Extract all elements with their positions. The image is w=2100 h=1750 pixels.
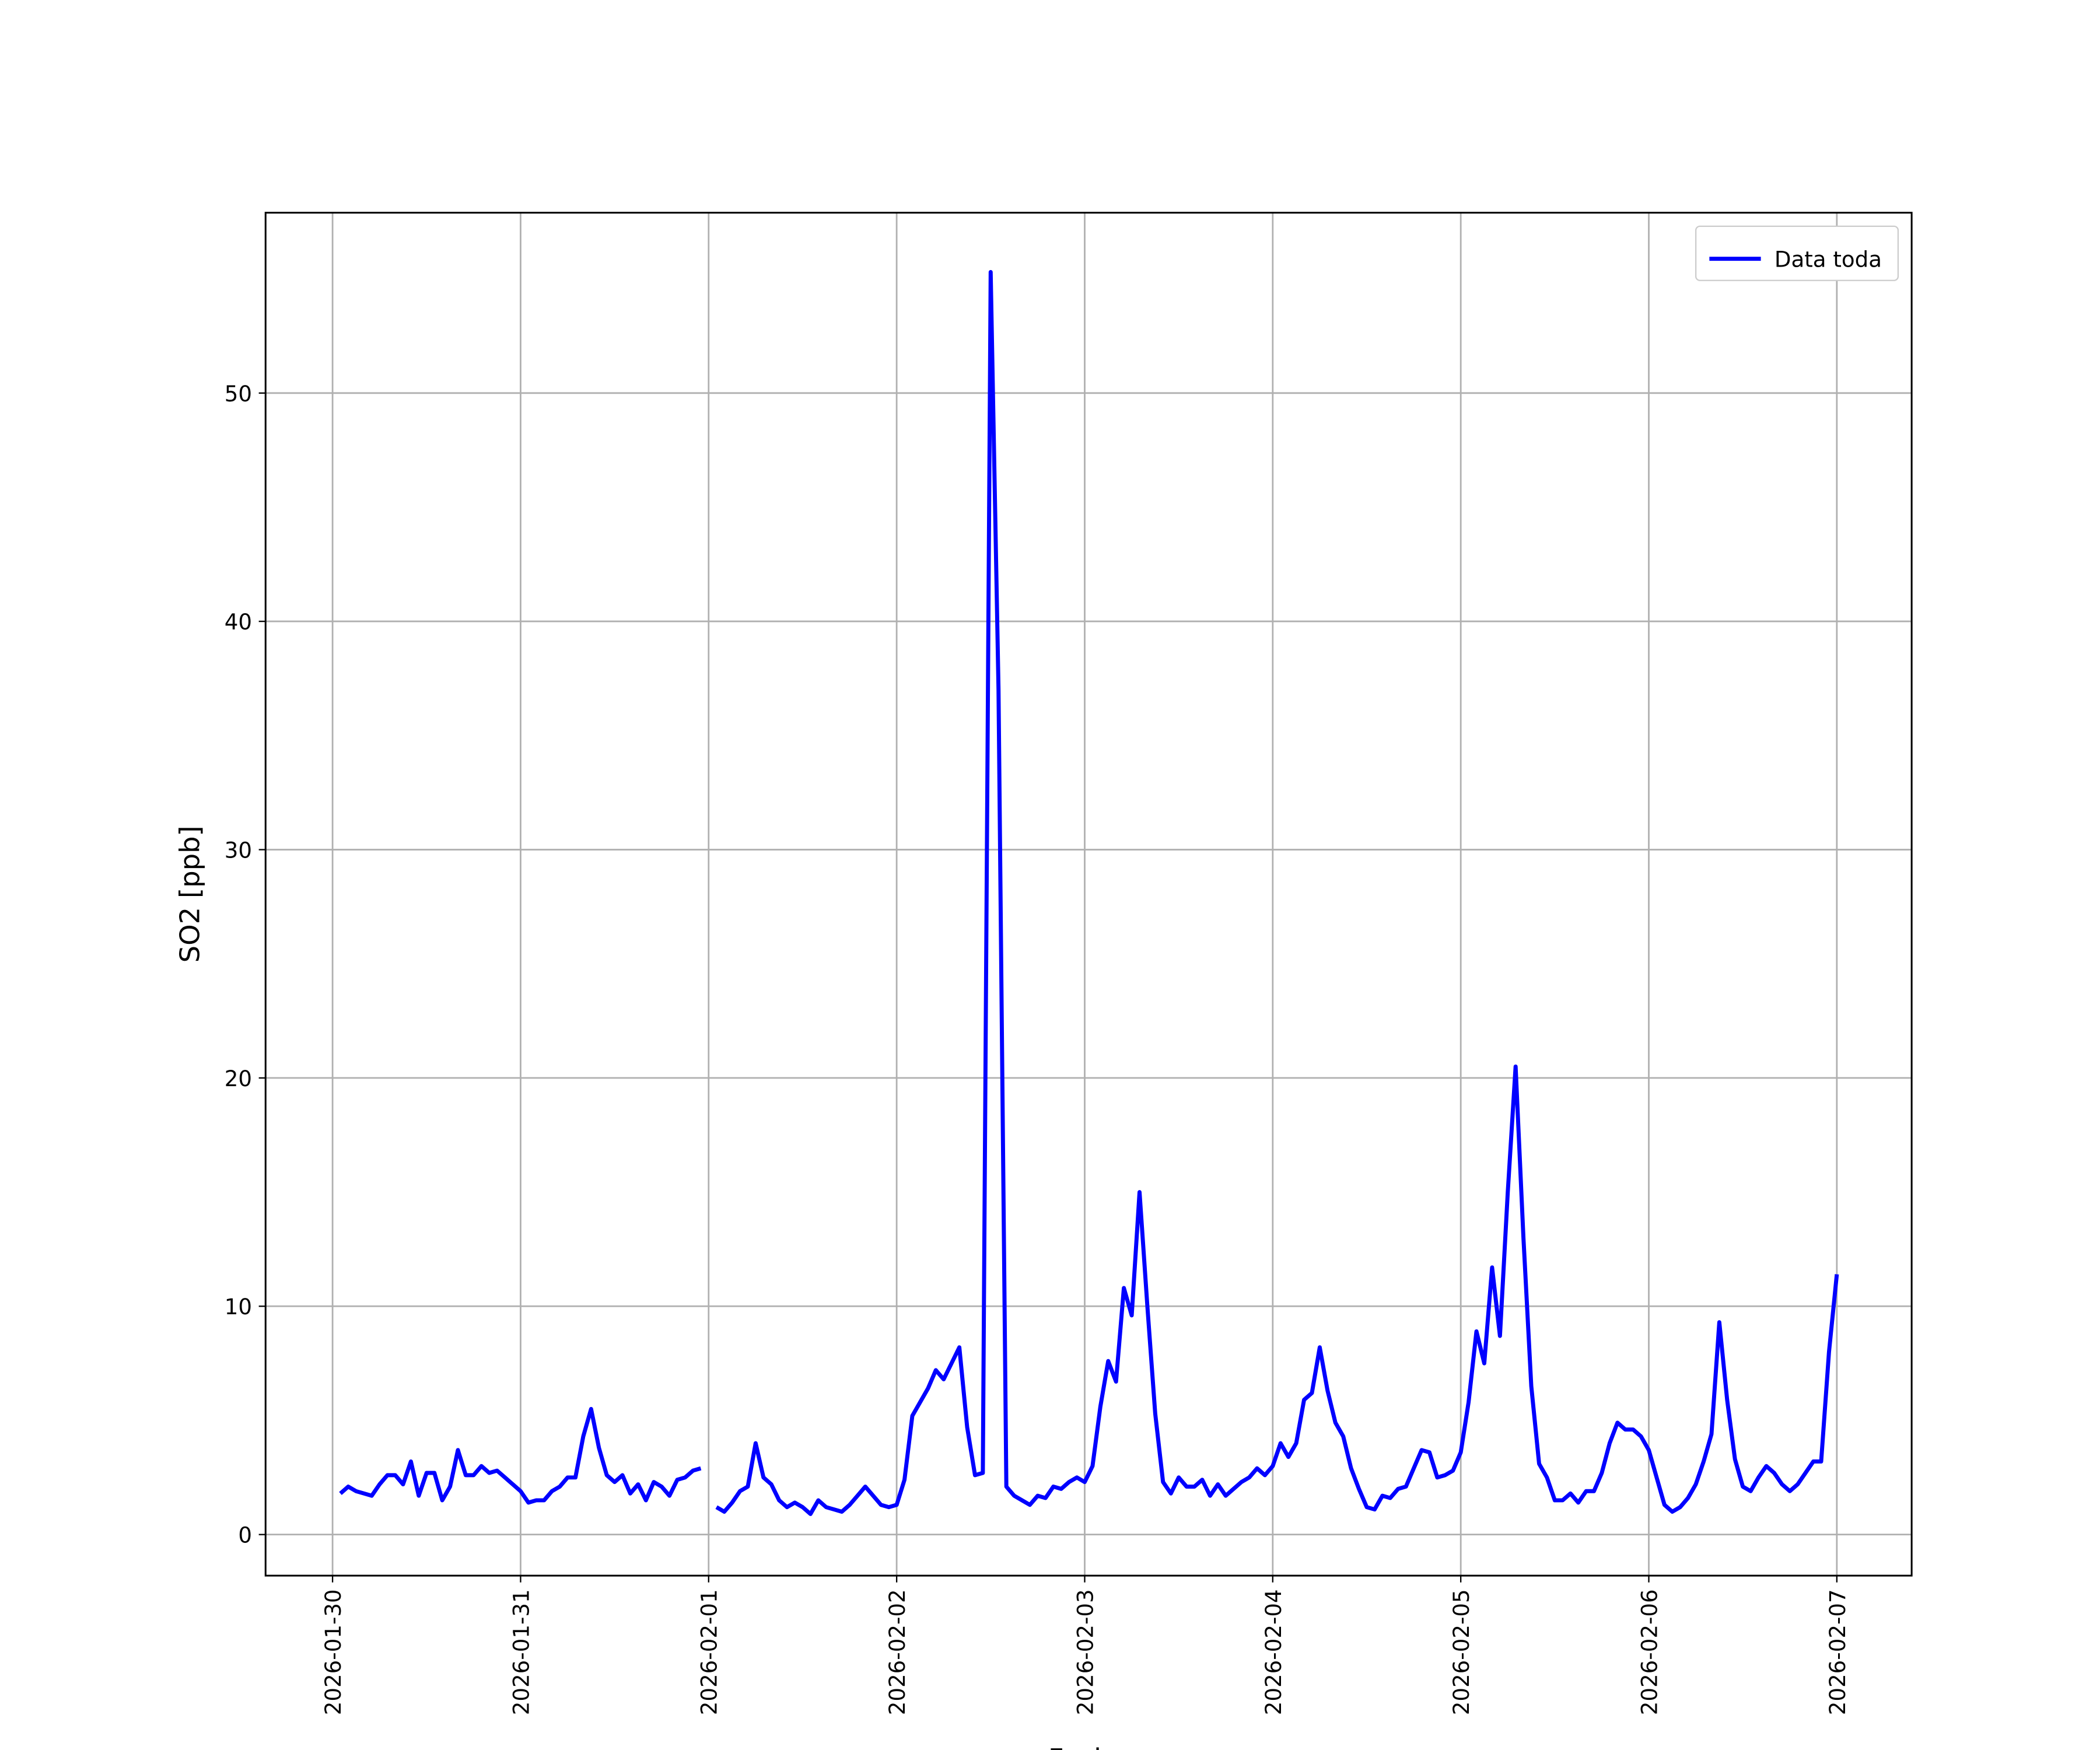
y-tick-label: 0 bbox=[238, 1523, 252, 1548]
legend: Data toda bbox=[1695, 225, 1899, 281]
x-tick-label: 2026-02-07 bbox=[1825, 1589, 1850, 1715]
x-tick-label: 2026-01-31 bbox=[509, 1589, 534, 1715]
x-tick-label: 2026-02-05 bbox=[1449, 1589, 1474, 1715]
data-line bbox=[339, 270, 1839, 1516]
legend-box bbox=[1695, 225, 1899, 281]
x-axis-label: Fecha bbox=[1048, 1743, 1128, 1750]
legend-label: Data toda bbox=[1774, 247, 1882, 272]
x-tick-label: 2026-01-30 bbox=[321, 1589, 346, 1715]
x-tick-label: 2026-02-03 bbox=[1073, 1589, 1098, 1715]
x-tick-label: 2026-02-01 bbox=[697, 1589, 722, 1715]
y-tick-label: 40 bbox=[225, 610, 252, 635]
y-tick-label: 30 bbox=[225, 838, 252, 863]
y-tick-label: 10 bbox=[225, 1294, 252, 1320]
x-tick-label: 2026-02-02 bbox=[885, 1589, 910, 1715]
y-tick-label: 20 bbox=[225, 1066, 252, 1091]
x-tick-label: 2026-02-06 bbox=[1637, 1589, 1662, 1715]
plot-frame bbox=[264, 212, 1913, 1577]
y-tick-label: 50 bbox=[225, 382, 252, 407]
x-tick-label: 2026-02-04 bbox=[1261, 1589, 1286, 1715]
y-axis-label: SO2 [ppb] bbox=[174, 825, 205, 963]
